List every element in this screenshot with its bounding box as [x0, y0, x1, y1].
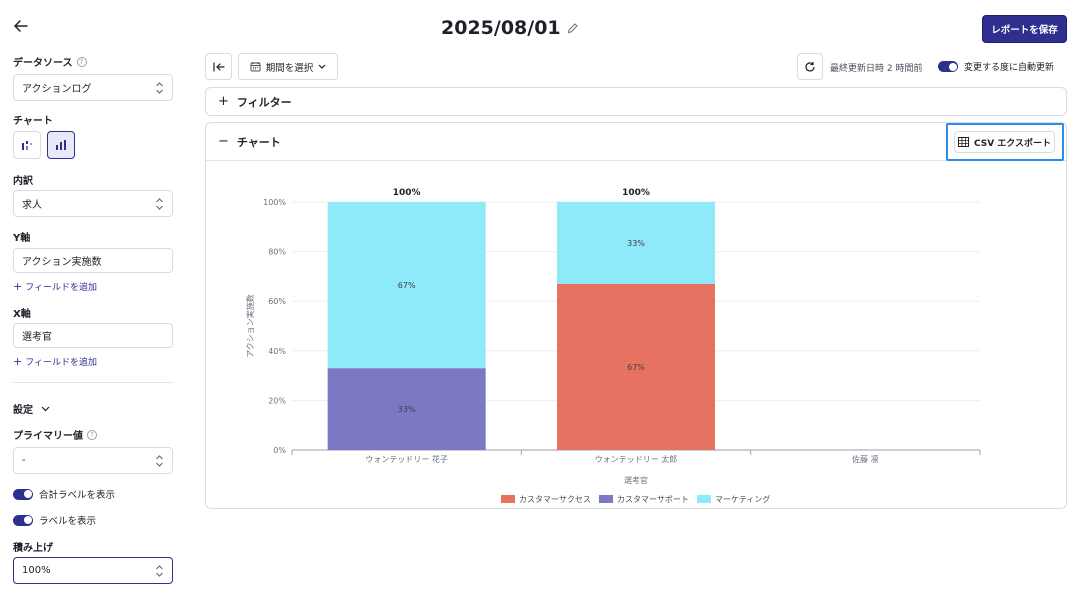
filter-panel-title: フィルター [236, 95, 292, 109]
report-title-text: 2025/08/01 [441, 17, 561, 39]
help-icon[interactable]: ? [87, 429, 97, 440]
period-label: 期間を選択 [265, 62, 314, 74]
back-arrow-icon[interactable] [12, 17, 30, 35]
y-axis-field[interactable]: アクション実施数 [13, 248, 173, 273]
primary-value-label: プライマリー値 ? [13, 427, 97, 442]
data-source-select[interactable]: アクションログ [13, 74, 173, 101]
breakdown-select[interactable]: 求人 [13, 190, 173, 217]
stacking-label: 積み上げ [13, 543, 53, 554]
collapse-sidebar-button[interactable] [205, 53, 232, 80]
pencil-icon[interactable] [567, 22, 578, 34]
show-label-text: ラベルを表示 [39, 516, 97, 527]
last-updated-text: 最終更新日時 2 時間前 [830, 64, 923, 74]
auto-update-row: 変更する度に自動更新 [938, 60, 1054, 73]
chart-label: チャート [13, 116, 53, 127]
chart-panel-title: チャート [236, 135, 281, 149]
show-total-label-toggle[interactable] [13, 488, 33, 500]
refresh-icon [805, 61, 815, 72]
chevron-updown-icon [156, 565, 163, 577]
sidebar: データソース ? アクションログ チャート 内訳 求人 Y軸 アクション実施数 … [0, 0, 186, 600]
chevron-down-icon [318, 64, 326, 69]
auto-update-label: 変更する度に自動更新 [964, 63, 1055, 73]
chart-panel-header[interactable]: − チャート [206, 123, 1066, 161]
y-axis-add-field-text: フィールドを追加 [25, 283, 98, 293]
csv-export-highlight [946, 123, 1064, 161]
csv-export-button[interactable]: CSV エクスポート [954, 131, 1055, 153]
chart-type-alt-icon [22, 141, 32, 150]
plus-icon: + [218, 94, 229, 109]
show-total-label-text: 合計ラベルを表示 [39, 490, 116, 501]
help-icon[interactable]: ? [76, 56, 87, 67]
breakdown-label: 内訳 [13, 176, 33, 187]
x-axis-add-field-link[interactable]: + フィールドを追加 [13, 355, 97, 368]
chart-type-table-button[interactable] [13, 131, 41, 159]
sidebar-divider [13, 382, 173, 383]
y-axis-value: アクション実施数 [22, 257, 102, 268]
data-source-label: データソース ? [13, 54, 87, 69]
collapse-left-icon [212, 61, 225, 72]
x-axis-label: X軸 [13, 309, 31, 320]
show-total-label-row: 合計ラベルを表示 [13, 487, 115, 501]
save-report-button[interactable]: レポートを保存 [982, 15, 1067, 43]
x-axis-add-field-text: フィールドを追加 [25, 358, 98, 368]
minus-icon: − [218, 134, 229, 149]
stacking-value: 100% [22, 565, 51, 576]
plus-icon: + [13, 280, 23, 293]
chevron-updown-icon [156, 455, 163, 467]
chevron-down-icon [41, 406, 50, 411]
primary-value-select[interactable]: - [13, 447, 173, 474]
filter-panel: + フィルター [205, 87, 1067, 116]
plus-icon: + [13, 355, 23, 368]
y-axis-add-field-link[interactable]: + フィールドを追加 [13, 280, 97, 293]
settings-toggle[interactable]: 設定 [13, 401, 50, 416]
breakdown-value: 求人 [22, 200, 42, 211]
calendar-icon [250, 62, 261, 72]
data-source-value: アクションログ [22, 84, 92, 95]
settings-label: 設定 [13, 405, 33, 416]
stacking-select[interactable]: 100% [13, 557, 173, 584]
data-source-label-text: データソース [13, 58, 73, 69]
x-axis-value: 選考官 [22, 332, 52, 343]
csv-export-label: CSV エクスポート [973, 138, 1052, 149]
show-label-toggle[interactable] [13, 514, 33, 526]
refresh-button[interactable] [797, 53, 823, 80]
show-label-row: ラベルを表示 [13, 513, 96, 527]
bar-chart-icon [56, 140, 66, 150]
filter-panel-header[interactable]: + フィルター [206, 88, 1066, 115]
primary-value-value: - [22, 455, 26, 466]
x-axis-field[interactable]: 選考官 [13, 323, 173, 348]
report-title: 2025/08/01 [441, 17, 578, 39]
auto-update-toggle[interactable] [938, 61, 958, 72]
chevron-updown-icon [156, 198, 163, 210]
y-axis-label: Y軸 [13, 233, 31, 244]
table-icon [957, 137, 969, 147]
chevron-updown-icon [156, 82, 163, 94]
chart-type-bar-button[interactable] [47, 131, 75, 159]
primary-value-label-text: プライマリー値 [13, 431, 83, 442]
period-select-button[interactable]: 期間を選択 [238, 53, 338, 80]
chart-panel: − チャート [205, 122, 1067, 509]
